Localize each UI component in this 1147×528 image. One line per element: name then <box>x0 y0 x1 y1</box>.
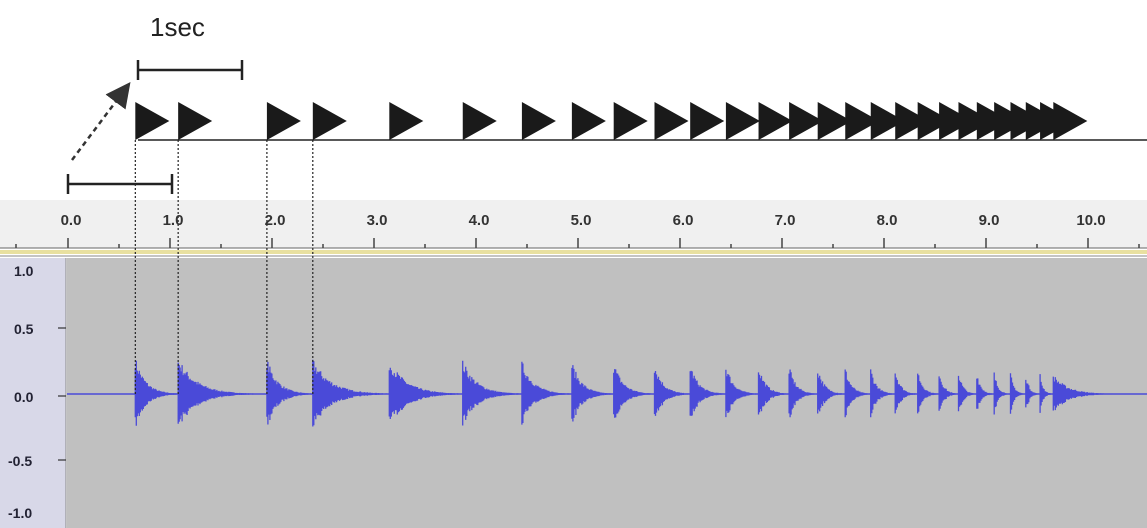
waveform <box>134 359 1116 427</box>
waveform-burst <box>817 373 846 414</box>
ruler-ticks <box>15 238 1140 248</box>
onset-marker <box>389 102 424 140</box>
waveform-burst <box>1009 373 1027 414</box>
ruler-tick-label: 1.0 <box>162 212 184 229</box>
amplitude-tick-label: -0.5 <box>8 453 33 469</box>
waveform-burst <box>613 369 656 418</box>
scale-bar-top <box>136 60 244 80</box>
onset-marker <box>958 102 993 140</box>
waveform-burst <box>689 370 727 416</box>
waveform-burst <box>571 365 615 422</box>
onset-marker <box>845 102 880 140</box>
waveform-burst <box>725 369 760 418</box>
ruler-tick-label: 3.0 <box>366 212 388 229</box>
ruler-tick-label: 5.0 <box>570 212 592 229</box>
waveform-burst <box>844 369 872 418</box>
waveform-burst <box>462 360 523 426</box>
time-ruler <box>0 200 1147 248</box>
ruler-tick-label: 7.0 <box>774 212 796 229</box>
waveform-burst <box>894 373 919 414</box>
amplitude-axis-panel <box>0 258 66 528</box>
onset-marker <box>725 102 760 140</box>
amplitude-ticks <box>58 327 66 461</box>
onset-marker <box>571 102 606 140</box>
onset-marker <box>976 102 1011 140</box>
waveform-burst <box>938 376 960 411</box>
ruler-tick-label: 10.0 <box>1076 212 1106 229</box>
onset-marker <box>266 102 301 140</box>
onset-marker <box>462 102 497 140</box>
waveform-burst <box>788 369 819 418</box>
amplitude-tick-label: 0.5 <box>14 321 34 337</box>
waveform-burst <box>1025 379 1041 408</box>
onset-marker <box>690 102 725 140</box>
waveform-burst <box>870 369 896 418</box>
ruler-tick-label: 0.0 <box>60 212 82 229</box>
top-area <box>0 0 1147 200</box>
ruler-tick-label: 4.0 <box>468 212 490 229</box>
waveform-burst <box>1052 376 1116 411</box>
onset-marker <box>895 102 930 140</box>
amplitude-tick-label: 0.0 <box>14 389 34 405</box>
onset-marker <box>870 102 905 140</box>
onset-marker <box>1053 102 1088 140</box>
waveform-burst <box>521 361 573 425</box>
waveform-burst <box>1039 374 1054 413</box>
waveform-burst <box>653 371 691 416</box>
shift-arrow <box>71 82 131 161</box>
onset-marker <box>917 102 952 140</box>
scale-bar-bottom <box>66 174 174 194</box>
onset-marker <box>758 102 793 140</box>
waveform-burst <box>917 373 940 414</box>
amplitude-tick-label: 1.0 <box>14 263 34 279</box>
onset-marker <box>178 102 213 140</box>
ruler-tick-label: 8.0 <box>876 212 898 229</box>
ruler-tick-label: 9.0 <box>978 212 1000 229</box>
onset-marker <box>817 102 852 140</box>
onset-marker <box>939 102 974 140</box>
waveform-burst <box>757 372 790 415</box>
onset-marker <box>135 102 170 140</box>
waveform-burst <box>976 378 995 409</box>
onset-marker <box>789 102 824 140</box>
ruler-tick-label: 6.0 <box>672 212 694 229</box>
waveform-burst <box>993 372 1012 415</box>
amplitude-tick-label: -1.0 <box>8 505 33 521</box>
scale-label: 1sec <box>150 12 205 42</box>
onset-marker <box>613 102 648 140</box>
onset-markers <box>135 102 1088 140</box>
ruler-highlight-strip <box>0 250 1147 254</box>
onset-marker <box>312 102 347 140</box>
onset-marker <box>654 102 689 140</box>
onset-marker <box>521 102 556 140</box>
ruler-tick-label: 2.0 <box>264 212 286 229</box>
waveform-burst <box>388 367 464 419</box>
waveform-burst <box>957 375 978 412</box>
